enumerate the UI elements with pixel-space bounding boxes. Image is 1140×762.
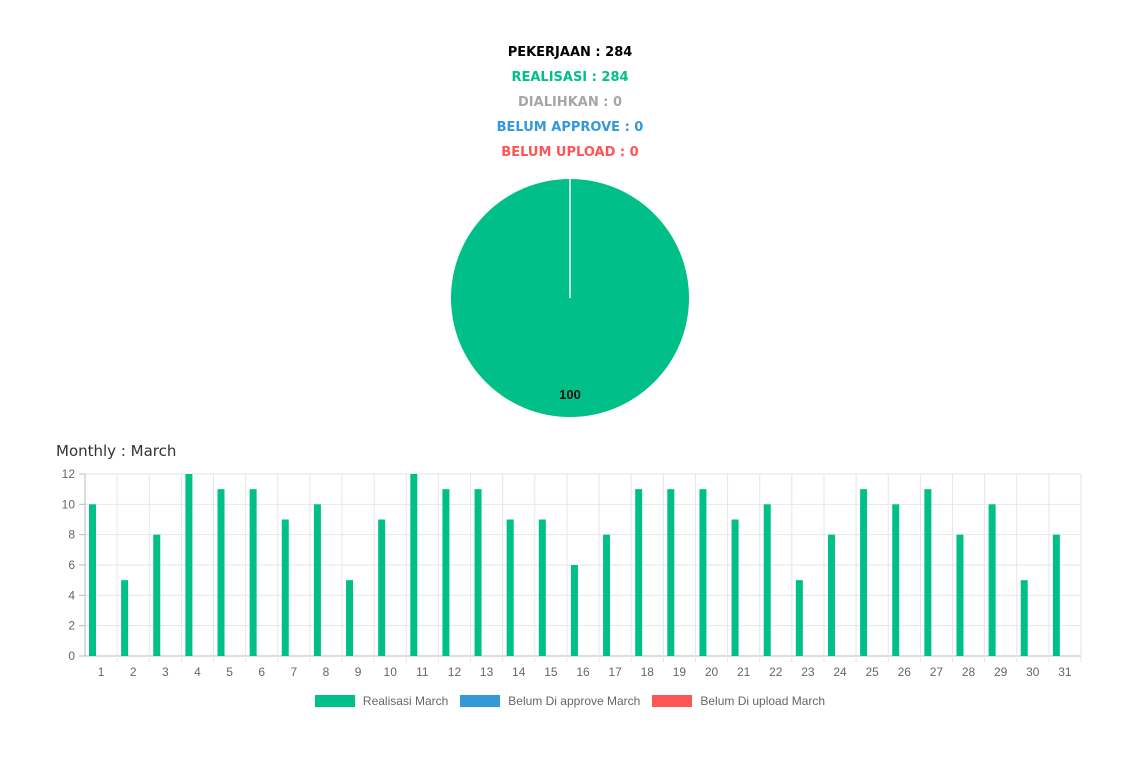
x-tick-label: 27 — [930, 665, 944, 679]
x-tick-label: 19 — [673, 665, 687, 679]
x-tick-label: 23 — [801, 665, 815, 679]
y-tick-label: 8 — [68, 528, 75, 542]
pie-data-label: 100 — [559, 387, 581, 402]
bar-realisasi-day-9[interactable] — [346, 580, 354, 656]
bar-realisasi-day-19[interactable] — [667, 489, 675, 656]
pekerjaan-count: PEKERJAAN : 284 — [507, 45, 633, 60]
bar-realisasi-day-18[interactable] — [635, 489, 643, 656]
legend-item-belum-upload[interactable]: Belum Di upload March — [652, 694, 825, 708]
y-tick-label: 4 — [68, 588, 75, 602]
x-tick-label: 16 — [576, 665, 590, 679]
bar-realisasi-day-14[interactable] — [506, 519, 514, 657]
x-tick-label: 12 — [448, 665, 462, 679]
bar-realisasi-day-5[interactable] — [217, 489, 225, 656]
dialihkan-count: DIALIHKAN : 0 — [518, 95, 622, 110]
x-tick-label: 3 — [162, 665, 169, 679]
x-tick-label: 31 — [1058, 665, 1072, 679]
belum-upload-count: BELUM UPLOAD : 0 — [501, 145, 639, 160]
x-tick-label: 14 — [512, 665, 526, 679]
bar-realisasi-day-25[interactable] — [860, 489, 868, 656]
x-tick-label: 21 — [737, 665, 751, 679]
x-tick-label: 8 — [323, 665, 330, 679]
y-tick-label: 0 — [68, 649, 75, 663]
y-tick-label: 10 — [62, 497, 76, 511]
bar-realisasi-day-15[interactable] — [538, 519, 546, 657]
bar-realisasi-day-28[interactable] — [956, 534, 964, 656]
y-tick-label: 6 — [68, 558, 75, 572]
x-tick-label: 30 — [1026, 665, 1040, 679]
x-tick-label: 26 — [898, 665, 912, 679]
x-tick-label: 22 — [769, 665, 783, 679]
bar-realisasi-day-22[interactable] — [763, 504, 771, 656]
legend-swatch-belum-upload — [652, 695, 693, 707]
legend-item-realisasi[interactable]: Realisasi March — [314, 694, 449, 708]
x-tick-label: 4 — [194, 665, 201, 679]
x-tick-label: 11 — [416, 665, 429, 679]
bar-realisasi-day-29[interactable] — [988, 504, 996, 656]
legend-label-belum-upload: Belum Di upload March — [700, 694, 826, 708]
x-tick-label: 2 — [130, 665, 137, 679]
legend-swatch-realisasi — [314, 695, 355, 707]
x-tick-label: 17 — [608, 665, 622, 679]
x-tick-label: 20 — [705, 665, 719, 679]
x-tick-label: 13 — [480, 665, 494, 679]
x-tick-label: 25 — [865, 665, 879, 679]
y-tick-label: 12 — [62, 467, 76, 481]
x-tick-label: 6 — [258, 665, 265, 679]
bar-realisasi-day-17[interactable] — [603, 534, 611, 656]
bar-realisasi-day-24[interactable] — [827, 534, 835, 656]
bar-realisasi-day-8[interactable] — [313, 504, 321, 656]
legend-label-belum-approve: Belum Di approve March — [508, 694, 641, 708]
bar-legend: Realisasi March Belum Di approve March B… — [0, 694, 1140, 708]
bar-realisasi-day-11[interactable] — [410, 474, 418, 656]
bar-realisasi-day-27[interactable] — [924, 489, 932, 656]
realisasi-count: REALISASI : 284 — [511, 70, 629, 85]
x-tick-label: 24 — [833, 665, 847, 679]
bar-realisasi-day-6[interactable] — [249, 489, 257, 656]
x-tick-label: 5 — [226, 665, 233, 679]
monthly-title: Monthly : March — [56, 442, 177, 460]
bar-realisasi-day-10[interactable] — [378, 519, 386, 657]
x-tick-label: 1 — [98, 665, 105, 679]
x-tick-label: 10 — [384, 665, 398, 679]
bar-realisasi-day-3[interactable] — [153, 534, 161, 656]
bar-realisasi-day-23[interactable] — [795, 580, 803, 656]
legend-label-realisasi: Realisasi March — [362, 694, 449, 708]
bar-realisasi-day-2[interactable] — [121, 580, 129, 656]
bar-realisasi-day-1[interactable] — [89, 504, 96, 656]
x-tick-label: 7 — [290, 665, 297, 679]
belum-approve-count: BELUM APPROVE : 0 — [496, 120, 644, 135]
bar-realisasi-day-20[interactable] — [699, 489, 707, 656]
x-tick-label: 28 — [962, 665, 976, 679]
bar-realisasi-day-13[interactable] — [474, 489, 482, 656]
x-tick-label: 15 — [544, 665, 558, 679]
pie-chart[interactable]: 100 — [450, 178, 690, 418]
x-tick-label: 18 — [641, 665, 655, 679]
bar-realisasi-day-26[interactable] — [892, 504, 900, 656]
bar-realisasi-day-31[interactable] — [1052, 534, 1060, 656]
bar-realisasi-day-21[interactable] — [731, 519, 739, 657]
bar-realisasi-day-16[interactable] — [570, 565, 578, 656]
x-tick-label: 9 — [355, 665, 362, 679]
bar-realisasi-day-12[interactable] — [442, 489, 450, 656]
y-tick-label: 2 — [68, 619, 75, 633]
legend-item-belum-approve[interactable]: Belum Di approve March — [460, 694, 640, 708]
bar-realisasi-day-4[interactable] — [185, 474, 193, 656]
bar-realisasi-day-7[interactable] — [281, 519, 289, 657]
bar-realisasi-day-30[interactable] — [1020, 580, 1028, 656]
x-tick-label: 29 — [994, 665, 1008, 679]
legend-swatch-belum-approve — [460, 695, 501, 707]
